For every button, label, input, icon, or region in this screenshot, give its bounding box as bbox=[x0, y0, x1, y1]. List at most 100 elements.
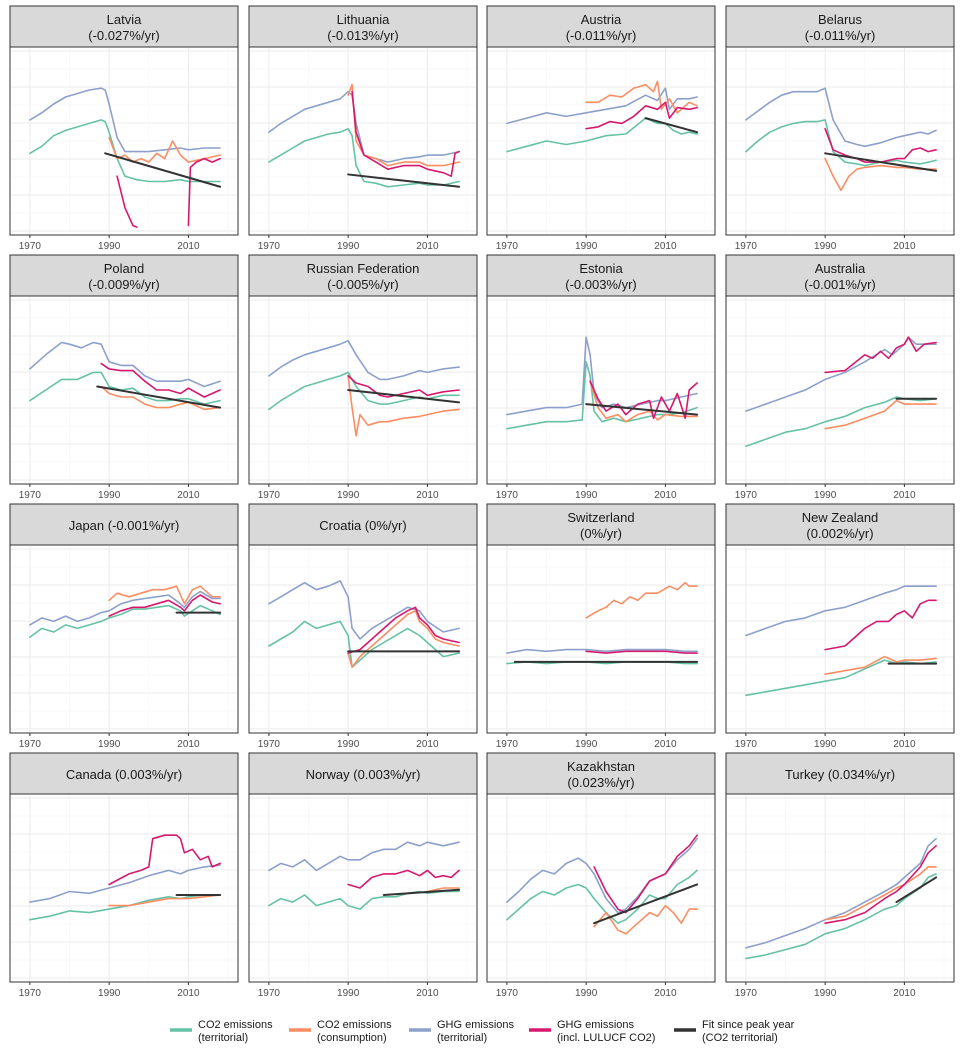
series-line-co2_cons bbox=[593, 904, 698, 935]
series-line-co2_cons bbox=[824, 866, 937, 921]
fit-line bbox=[382, 888, 461, 897]
x-tick-label: 2010 bbox=[893, 490, 916, 501]
legend-sublabel: (territorial) bbox=[198, 1032, 248, 1044]
x-tick-label: 1990 bbox=[575, 988, 598, 999]
series-line-co2_cons bbox=[824, 157, 937, 192]
panel: Turkey (0.034%/yr) 1970 1990 2010 bbox=[725, 752, 955, 999]
series-line-co2_terr bbox=[745, 119, 937, 167]
series-line-co2_cons bbox=[824, 655, 937, 675]
series-line-co2_cons bbox=[100, 385, 221, 411]
series-line-ghg_terr bbox=[29, 590, 221, 626]
panel-rate: (-0.003%/yr) bbox=[565, 277, 637, 292]
series-line-ghg_terr bbox=[268, 339, 460, 381]
series-line-co2_terr bbox=[29, 119, 221, 183]
panel-title: Russian Federation bbox=[307, 261, 420, 276]
panel-strip bbox=[248, 254, 478, 297]
panel-rate: (-0.013%/yr) bbox=[327, 28, 399, 43]
fit-line bbox=[347, 389, 461, 404]
panel: Lithuania(-0.013%/yr) 1970 1990 2010 bbox=[248, 5, 478, 252]
series-line-ghg_terr bbox=[506, 336, 698, 416]
panel-strip bbox=[486, 254, 716, 297]
series-line-co2_terr bbox=[29, 371, 221, 405]
panel: Australia(-0.001%/yr) 1970 1990 2010 bbox=[725, 254, 955, 501]
x-tick-label: 1970 bbox=[258, 988, 281, 999]
series-line-ghg_terr bbox=[745, 585, 937, 637]
panel-title: Belarus bbox=[818, 12, 863, 27]
x-tick-label: 1970 bbox=[496, 490, 519, 501]
series-line-ghg_lulucf bbox=[593, 834, 698, 914]
panel: Austria(-0.011%/yr) 1970 1990 2010 bbox=[486, 5, 716, 252]
fit-line bbox=[104, 152, 222, 188]
panel-title: Latvia bbox=[107, 12, 142, 27]
series-line-co2_cons bbox=[108, 894, 221, 907]
series-line-co2_cons bbox=[108, 585, 221, 605]
series-line-ghg_terr bbox=[268, 841, 460, 872]
series-line-ghg_lulucf bbox=[351, 90, 460, 177]
x-tick-label: 2010 bbox=[893, 241, 916, 252]
x-tick-label: 1990 bbox=[337, 739, 360, 750]
series-line-co2_terr bbox=[29, 604, 221, 638]
series-line-ghg_lulucf bbox=[347, 869, 460, 889]
legend-label: GHG emissions bbox=[557, 1019, 635, 1031]
x-tick-label: 1970 bbox=[19, 241, 42, 252]
series-line-ghg_lulucf bbox=[824, 599, 937, 651]
series-line-co2_cons bbox=[426, 887, 460, 893]
panel-title: Switzerland bbox=[567, 510, 634, 525]
panel: Belarus(-0.011%/yr) 1970 1990 2010 bbox=[725, 5, 955, 252]
series-line-ghg_terr bbox=[745, 837, 937, 949]
panel-title: Austria bbox=[581, 12, 622, 27]
legend-sublabel: (consumption) bbox=[317, 1032, 387, 1044]
legend: CO2 emissions(territorial)CO2 emissions(… bbox=[170, 1019, 795, 1044]
panel-rate: (-0.009%/yr) bbox=[88, 277, 160, 292]
series-line-ghg_terr bbox=[29, 341, 221, 388]
series-line-ghg_lulucf bbox=[824, 336, 937, 374]
x-tick-label: 1990 bbox=[575, 739, 598, 750]
x-tick-label: 1970 bbox=[19, 988, 42, 999]
fit-line bbox=[347, 173, 461, 188]
panel-title: Canada (0.003%/yr) bbox=[66, 767, 182, 782]
series-line-ghg_terr bbox=[506, 87, 698, 125]
panel-title: Australia bbox=[815, 261, 866, 276]
fit-line bbox=[593, 883, 699, 925]
series-line-ghg_terr bbox=[29, 87, 221, 153]
x-tick-label: 1990 bbox=[814, 739, 837, 750]
panel: Canada (0.003%/yr) 1970 1990 2010 bbox=[9, 752, 239, 999]
legend-label: CO2 emissions bbox=[317, 1019, 392, 1031]
series-line-ghg_terr bbox=[29, 864, 221, 903]
x-tick-label: 2010 bbox=[177, 490, 200, 501]
x-tick-label: 2010 bbox=[654, 490, 677, 501]
x-tick-label: 1970 bbox=[735, 241, 758, 252]
series-line-co2_cons bbox=[585, 581, 698, 619]
series-line-co2_terr bbox=[506, 117, 698, 153]
x-tick-label: 2010 bbox=[416, 988, 439, 999]
x-tick-label: 1970 bbox=[735, 490, 758, 501]
panel-strip bbox=[725, 752, 955, 795]
x-tick-label: 1990 bbox=[337, 988, 360, 999]
x-tick-label: 1990 bbox=[814, 241, 837, 252]
panel-title: Japan (-0.001%/yr) bbox=[69, 518, 180, 533]
fit-line bbox=[895, 876, 938, 904]
legend-sublabel: (territorial) bbox=[437, 1032, 487, 1044]
series-line-co2_cons bbox=[347, 610, 460, 668]
panel-title: Turkey (0.034%/yr) bbox=[785, 767, 895, 782]
panel-strip bbox=[9, 5, 239, 48]
x-tick-label: 2010 bbox=[654, 988, 677, 999]
panel: Croatia (0%/yr) 1970 1990 2010 bbox=[248, 503, 478, 750]
panel-rate: (-0.001%/yr) bbox=[804, 277, 876, 292]
x-tick-label: 1990 bbox=[98, 490, 121, 501]
fit-line bbox=[824, 152, 938, 172]
x-tick-label: 2010 bbox=[177, 988, 200, 999]
panel-strip bbox=[725, 5, 955, 48]
panel-rate: (0.002%/yr) bbox=[806, 526, 873, 541]
legend-label: Fit since peak year bbox=[702, 1019, 795, 1031]
panel: Latvia(-0.027%/yr) 1970 1990 2010 bbox=[9, 5, 239, 252]
x-tick-label: 2010 bbox=[893, 988, 916, 999]
x-tick-label: 2010 bbox=[416, 739, 439, 750]
series-line-ghg_terr bbox=[268, 580, 460, 640]
x-tick-label: 1970 bbox=[496, 739, 519, 750]
x-tick-label: 2010 bbox=[416, 241, 439, 252]
series-line-ghg_lulucf bbox=[585, 101, 698, 130]
x-tick-label: 2010 bbox=[177, 241, 200, 252]
panel-title: Poland bbox=[104, 261, 144, 276]
